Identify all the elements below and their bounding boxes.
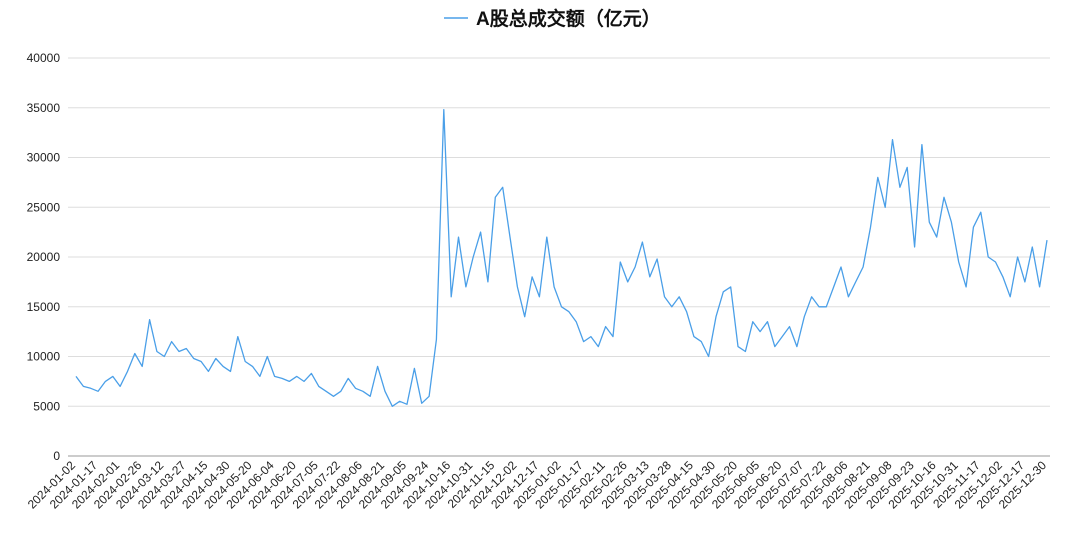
data-line	[75, 109, 1048, 407]
legend: A股总成交额（亿元）	[444, 7, 661, 30]
y-tick-label: 20000	[27, 250, 61, 264]
y-tick-label: 30000	[27, 151, 61, 165]
y-tick-label: 0	[53, 449, 60, 463]
y-tick-label: 5000	[33, 399, 60, 413]
y-tick-label: 35000	[27, 101, 61, 115]
y-tick-label: 40000	[27, 51, 61, 65]
y-tick-label: 25000	[27, 200, 61, 214]
y-tick-label: 10000	[27, 350, 61, 364]
legend-label: A股总成交额（亿元）	[476, 7, 661, 30]
y-tick-label: 15000	[27, 300, 61, 314]
